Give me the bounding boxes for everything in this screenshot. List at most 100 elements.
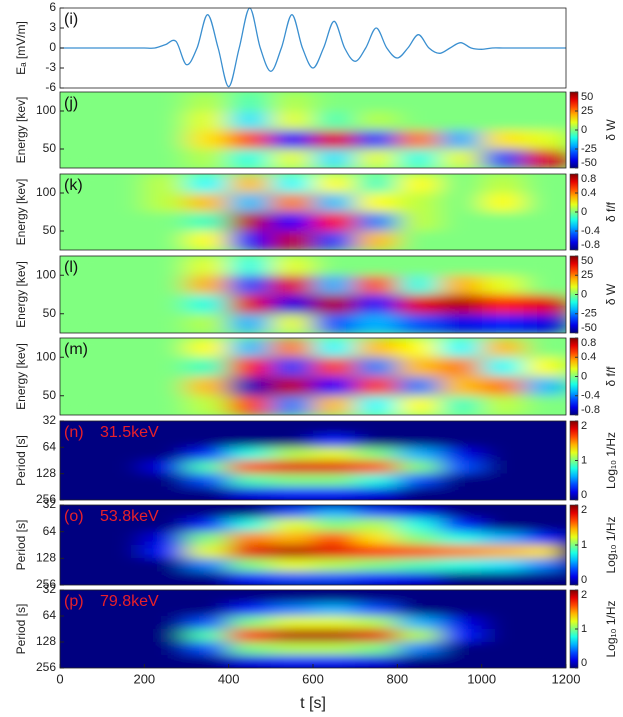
heatmap-cell bbox=[144, 338, 187, 358]
heatmap-cell bbox=[102, 518, 145, 533]
heatmap-cell bbox=[481, 395, 525, 415]
heatmap-cell bbox=[270, 174, 314, 194]
heatmap-cell bbox=[481, 231, 525, 250]
heatmap-cell bbox=[186, 174, 230, 194]
heatmap-cell bbox=[270, 294, 314, 315]
y-axis-label: Eₐ [mV/m] bbox=[14, 21, 28, 75]
colorbar-tick-label: 0 bbox=[581, 489, 587, 501]
heatmap-cell bbox=[60, 616, 103, 630]
heatmap-cell bbox=[144, 231, 187, 250]
heatmap-cell bbox=[102, 231, 145, 250]
heatmap-cell bbox=[523, 294, 566, 315]
colorbar-tick-label: 0 bbox=[581, 206, 587, 218]
heatmap-cell bbox=[313, 505, 356, 519]
heatmap-cell bbox=[355, 590, 398, 604]
heatmap-cell bbox=[186, 313, 230, 333]
heatmap-cell bbox=[102, 149, 145, 168]
y-tick-label: 100 bbox=[36, 349, 56, 363]
heatmap-cell bbox=[102, 447, 145, 461]
y-tick-label: 128 bbox=[36, 466, 56, 480]
heatmap-cell bbox=[270, 642, 314, 656]
y-tick-label: 100 bbox=[36, 185, 56, 199]
heatmap-cell bbox=[228, 531, 272, 546]
heatmap-cell bbox=[186, 616, 230, 630]
heatmap-cell bbox=[186, 654, 230, 668]
heatmap-cell bbox=[186, 505, 230, 519]
y-tick-label: 256 bbox=[36, 577, 56, 591]
heatmap-cell bbox=[397, 558, 440, 573]
heatmap-cell bbox=[186, 460, 230, 475]
heatmap-cell bbox=[397, 111, 440, 131]
colorbar-tick-label: -50 bbox=[581, 322, 597, 334]
heatmap-cell bbox=[102, 590, 145, 604]
heatmap-cell bbox=[60, 433, 103, 448]
heatmap-cell bbox=[397, 642, 440, 656]
y-axis-label: Period [s] bbox=[14, 435, 28, 486]
heatmap-cell bbox=[481, 642, 525, 656]
heatmap-cell bbox=[355, 531, 398, 546]
heatmap-cell bbox=[523, 518, 566, 533]
heatmap-cell bbox=[228, 505, 272, 519]
heatmap-cell bbox=[439, 92, 483, 112]
heatmap-cell bbox=[397, 628, 440, 643]
heatmap-cell bbox=[355, 212, 398, 232]
heatmap-cell bbox=[481, 149, 525, 168]
heatmap-cell bbox=[228, 628, 272, 643]
heatmap-cell bbox=[523, 376, 566, 397]
heatmap-cell bbox=[102, 616, 145, 630]
heatmap-cell bbox=[355, 642, 398, 656]
heatmap-cell bbox=[355, 473, 398, 488]
heatmap-cell bbox=[270, 654, 314, 668]
panel-frame bbox=[59, 337, 567, 416]
heatmap-cell bbox=[313, 294, 356, 315]
heatmap-cell bbox=[270, 473, 314, 488]
heatmap-cell bbox=[186, 275, 230, 295]
heatmap-cell bbox=[228, 518, 272, 533]
y-tick-label: -3 bbox=[45, 60, 56, 74]
heatmap-cell bbox=[439, 212, 483, 232]
heatmap-cell bbox=[523, 590, 566, 604]
heatmap-cell bbox=[481, 92, 525, 112]
heatmap-cell bbox=[397, 376, 440, 397]
heatmap-cell bbox=[144, 505, 187, 519]
y-tick-label: 32 bbox=[43, 582, 57, 596]
heatmap-cell bbox=[186, 571, 230, 585]
colorbar-tick-label: 1 bbox=[581, 623, 587, 635]
heatmap-cell bbox=[523, 130, 566, 150]
heatmap-cell bbox=[313, 571, 356, 585]
heatmap-cell bbox=[270, 486, 314, 500]
colorbar-tick-label: -50 bbox=[581, 157, 597, 169]
heatmap-cell bbox=[355, 149, 398, 168]
heatmap-cell bbox=[397, 616, 440, 630]
heatmap-cell bbox=[313, 616, 356, 630]
heatmap-cell bbox=[355, 174, 398, 194]
heatmap-cell bbox=[102, 602, 145, 617]
heatmap-cell bbox=[439, 294, 483, 315]
heatmap-cell bbox=[102, 130, 145, 150]
heatmap-cell bbox=[186, 447, 230, 461]
heatmap-cell bbox=[270, 571, 314, 585]
heatmap-cell bbox=[60, 654, 103, 668]
y-tick-label: 50 bbox=[43, 388, 57, 402]
colorbar-tick-label: 1 bbox=[581, 539, 587, 551]
heatmap-cell bbox=[186, 376, 230, 397]
heatmap-cell bbox=[313, 654, 356, 668]
heatmap-cell bbox=[355, 193, 398, 213]
heatmap-cell bbox=[144, 531, 187, 546]
heatmap-cell bbox=[270, 421, 314, 435]
heatmap-cell bbox=[355, 130, 398, 150]
heatmap-cell bbox=[102, 92, 145, 112]
heatmap-cell bbox=[397, 473, 440, 488]
heatmap-cell bbox=[481, 602, 525, 617]
heatmap-cell bbox=[60, 628, 103, 643]
heatmap-cell bbox=[523, 558, 566, 573]
heatmap-cell bbox=[270, 275, 314, 295]
heatmap-cell bbox=[102, 654, 145, 668]
y-tick-label: 128 bbox=[36, 634, 56, 648]
heatmap-cell bbox=[313, 130, 356, 150]
colorbar-tick-label: 0.4 bbox=[581, 351, 596, 363]
heatmap-cell bbox=[228, 357, 272, 377]
heatmap-cell bbox=[102, 357, 145, 377]
heatmap-cell bbox=[523, 654, 566, 668]
